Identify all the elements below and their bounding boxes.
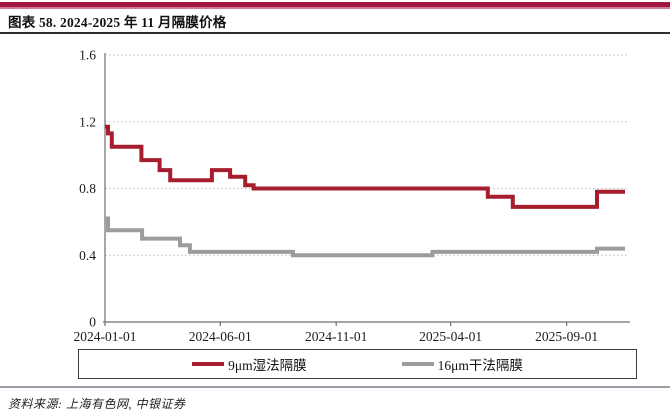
chart-legend: 9μm湿法隔膜 16μm干法隔膜 — [78, 349, 637, 379]
svg-text:2024-01-01: 2024-01-01 — [74, 329, 137, 344]
report-top-banner — [0, 2, 670, 7]
legend-item-wet-9um: 9μm湿法隔膜 — [192, 354, 307, 374]
svg-text:2024-06-01: 2024-06-01 — [189, 329, 252, 344]
figure-bottom-divider — [0, 386, 670, 388]
svg-text:0.4: 0.4 — [79, 248, 96, 263]
svg-text:2025-04-01: 2025-04-01 — [419, 329, 482, 344]
svg-text:1.6: 1.6 — [79, 48, 96, 63]
legend-item-dry-16um: 16μm干法隔膜 — [401, 354, 523, 374]
separator-price-line-chart: 0 0.4 0.8 1.2 1.6 2024-01-01 2024-06-01 2024-11… — [74, 48, 630, 344]
dry-series-line-swatch — [401, 362, 434, 366]
legend-label: 9μm湿法隔膜 — [228, 358, 307, 373]
svg-text:2025-09-01: 2025-09-01 — [535, 329, 598, 344]
source-note: 资料来源: 上海有色网, 中银证券 — [8, 397, 186, 411]
figure-title: 图表 58. 2024-2025 年 11 月隔膜价格 — [8, 15, 227, 30]
title-divider — [0, 32, 670, 34]
legend-label: 16μm干法隔膜 — [437, 358, 523, 373]
svg-text:2024-11-01: 2024-11-01 — [305, 329, 368, 344]
report-top-banner-accent — [0, 7, 670, 9]
wet-series-line-swatch — [192, 362, 225, 366]
svg-text:0.8: 0.8 — [79, 181, 96, 196]
svg-text:1.2: 1.2 — [79, 114, 96, 129]
svg-text:0: 0 — [89, 315, 96, 330]
